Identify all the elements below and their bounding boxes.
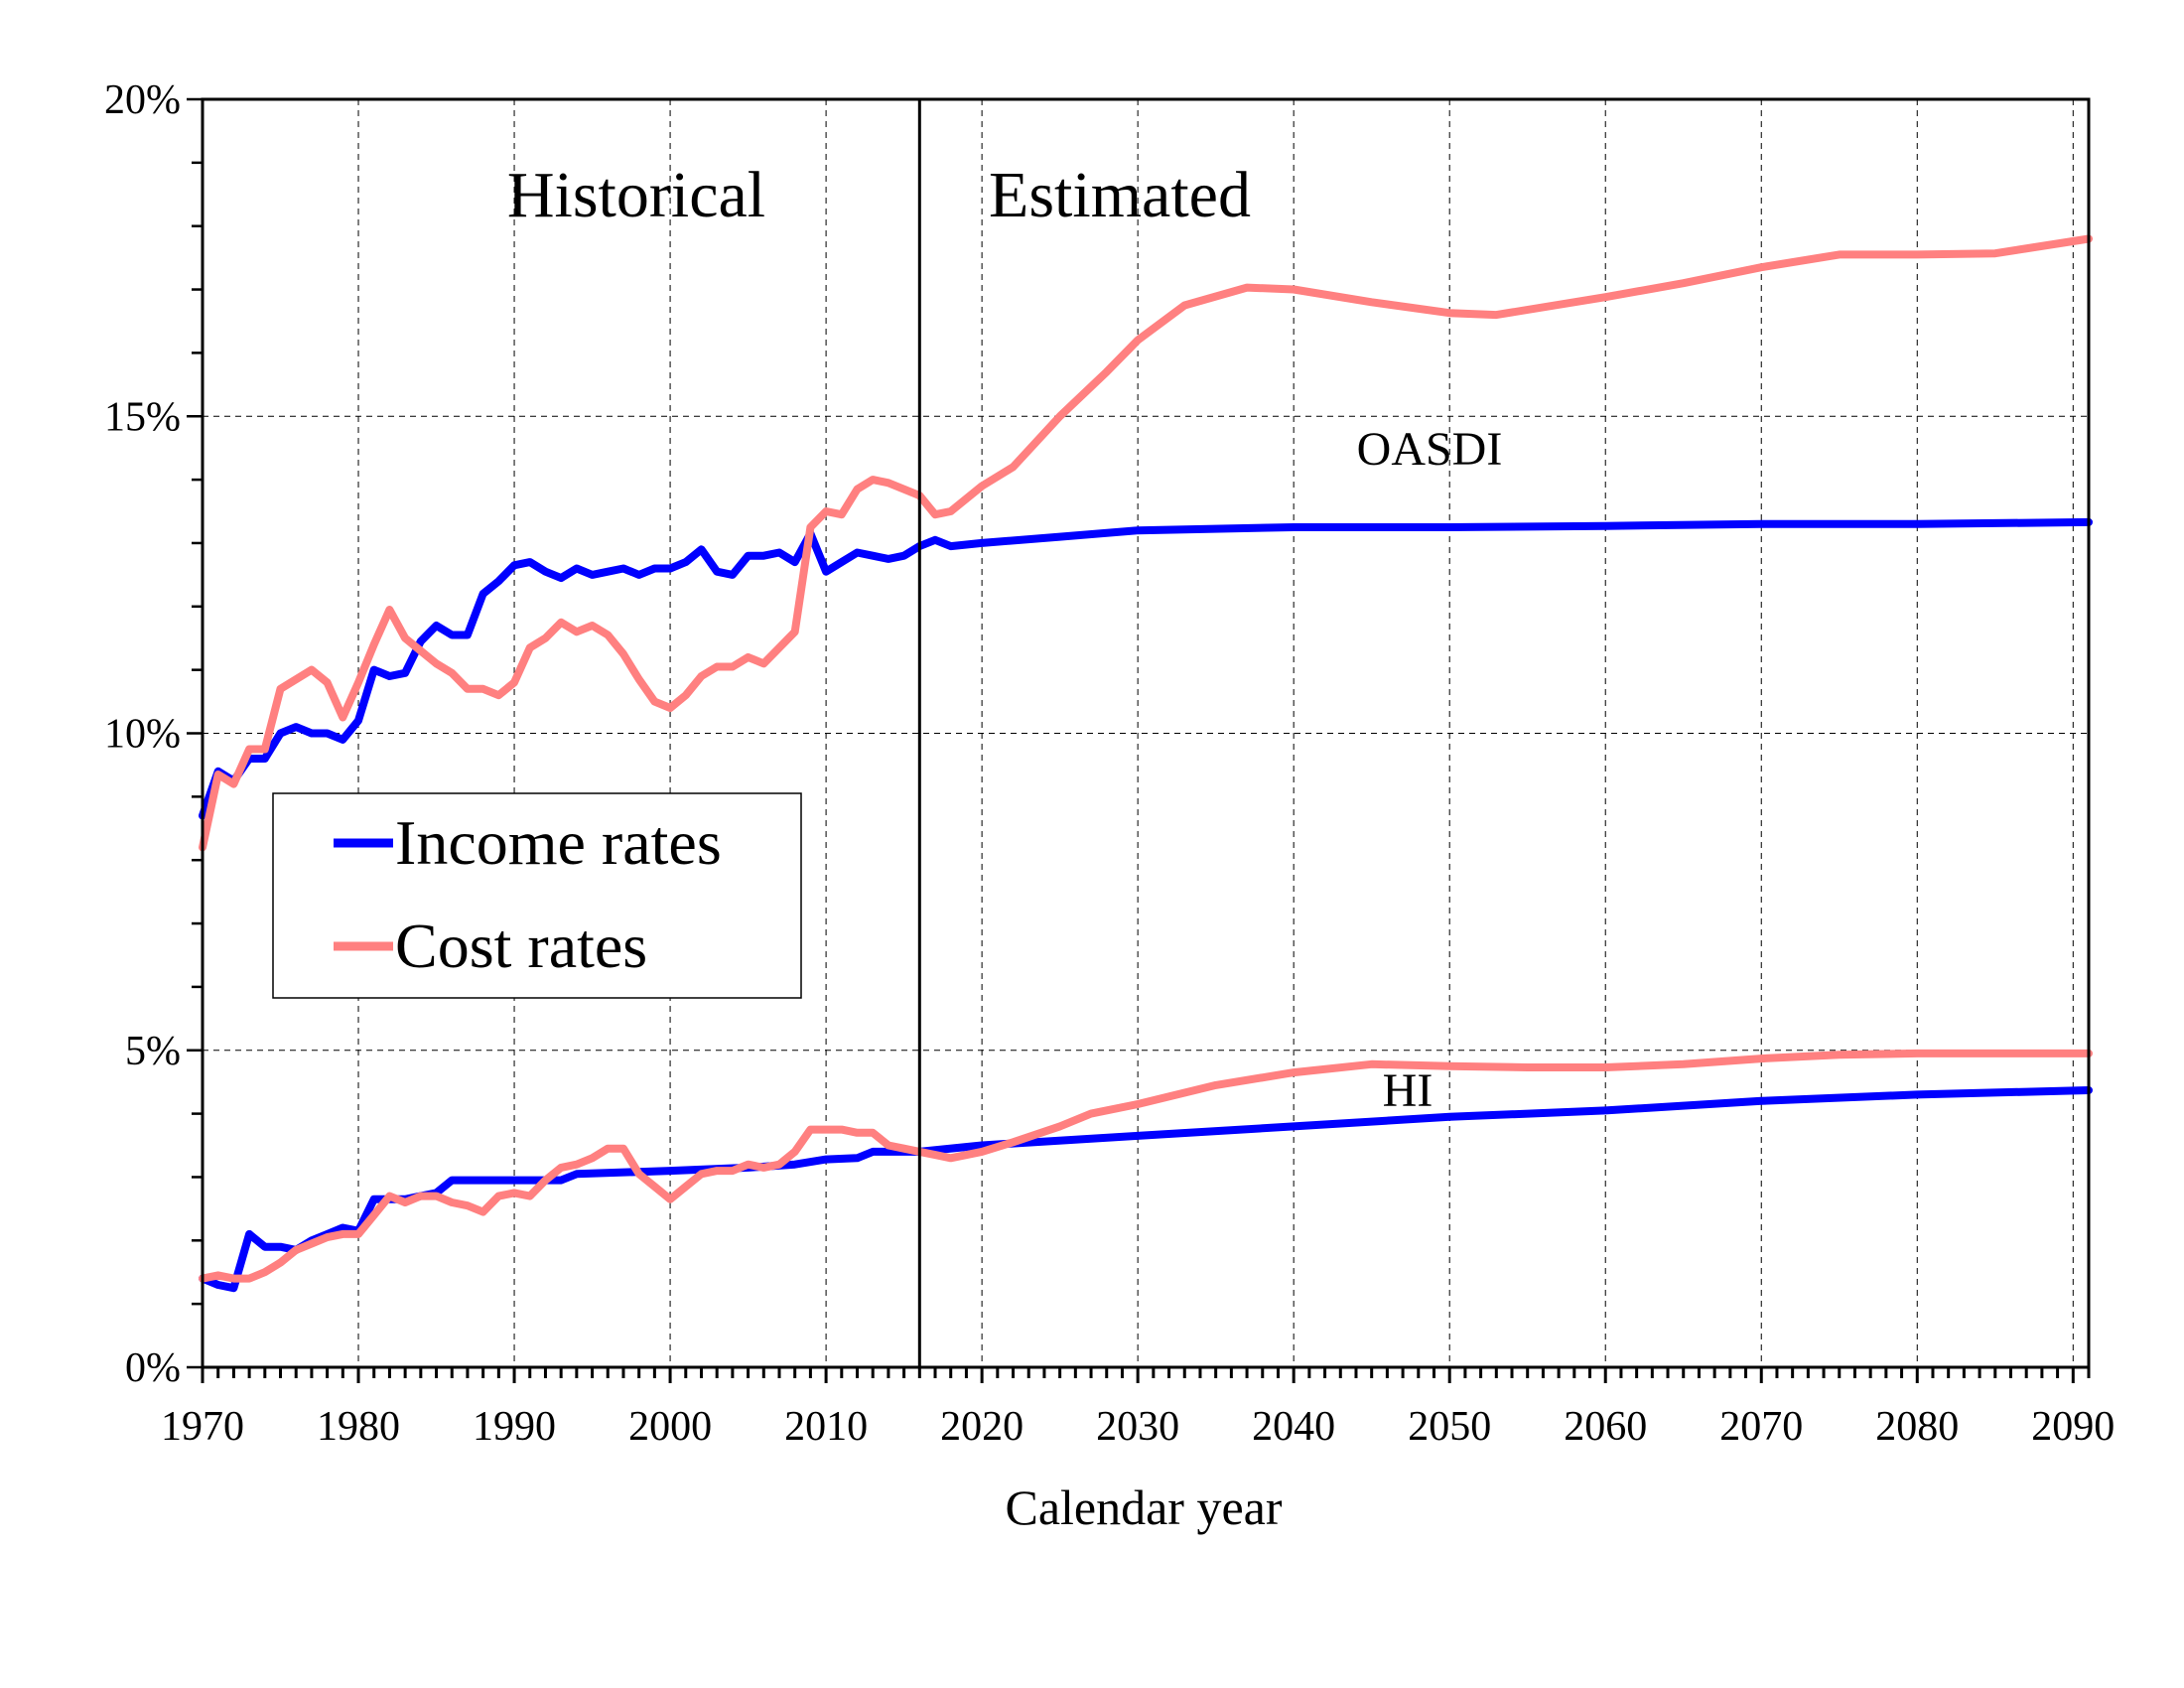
gridlines	[203, 99, 2089, 1367]
oasdi-label: OASDI	[1357, 423, 1503, 476]
series-line-oasdi-income-rates	[199, 517, 2093, 820]
x-tick-label: 2010	[784, 1404, 868, 1450]
legend: Income rates Cost rates	[272, 792, 802, 999]
x-tick-label: 2070	[1719, 1404, 1803, 1450]
historical-label: Historical	[507, 159, 765, 231]
x-axis-title: Calendar year	[1005, 1479, 1282, 1535]
series-line-oasdi-cost-rates	[199, 234, 2093, 852]
hi-label: HI	[1383, 1064, 1433, 1117]
legend-box	[272, 792, 802, 999]
x-tick-label: 2020	[940, 1404, 1024, 1450]
series-line-hi-income-rates	[199, 1086, 2093, 1293]
x-tick-label: 2040	[1252, 1404, 1335, 1450]
estimated-label: Estimated	[989, 159, 1251, 231]
x-tick-label: 2050	[1408, 1404, 1491, 1450]
axes	[187, 97, 2091, 1383]
series-lines	[199, 234, 2093, 1293]
y-tick-label: 20%	[104, 77, 181, 123]
y-tick-label: 15%	[104, 394, 181, 440]
x-tick-label: 1980	[317, 1404, 400, 1450]
y-tick-label: 10%	[104, 712, 181, 758]
legend-label-cost: Cost rates	[395, 911, 647, 981]
y-tick-label: 0%	[125, 1345, 181, 1391]
x-tick-label: 2090	[2031, 1404, 2115, 1450]
series-line-hi-cost-rates	[199, 1049, 2093, 1283]
x-tick-label: 2080	[1875, 1404, 1959, 1450]
x-tick-label: 1990	[473, 1404, 556, 1450]
legend-label-income: Income rates	[395, 807, 722, 878]
x-tick-label: 2030	[1096, 1404, 1179, 1450]
tick-labels: 1970 1980 1990 2000 2010 2020 2030 2040 2050 2060…	[104, 77, 2115, 1450]
x-tick-label: 1970	[161, 1404, 244, 1450]
x-tick-label: 2060	[1564, 1404, 1647, 1450]
x-tick-label: 2000	[628, 1404, 712, 1450]
y-tick-label: 5%	[125, 1029, 181, 1074]
